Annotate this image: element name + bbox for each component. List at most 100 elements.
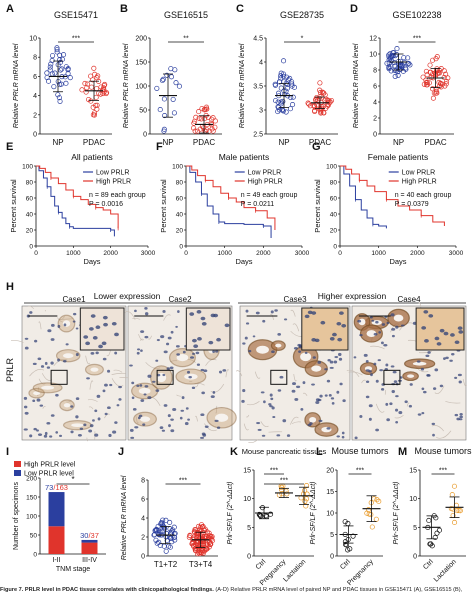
- legend-label: High PRLR: [248, 179, 283, 186]
- nucleus: [201, 432, 206, 436]
- chart-title: GSE16515: [164, 10, 208, 20]
- x-tick-label: Ctrl: [255, 558, 268, 571]
- nucleus: [241, 399, 245, 403]
- nucleus: [439, 384, 444, 388]
- y-tick-label: 200: [26, 476, 37, 483]
- nucleus: [37, 357, 42, 361]
- data-point: [89, 84, 95, 90]
- nucleus: [263, 400, 266, 404]
- inset-nucleus: [436, 342, 442, 346]
- y-tick-label: 0: [179, 244, 183, 251]
- stroma-fiber: [10, 340, 24, 343]
- x-tick-label: 3000: [449, 250, 464, 257]
- gland-lumen: [176, 354, 189, 362]
- nucleus: [137, 348, 141, 351]
- y-tick-label: 5: [330, 532, 334, 539]
- y-tick-label: 20: [26, 228, 34, 235]
- stroma-fiber: [86, 437, 89, 442]
- nucleus: [391, 389, 395, 394]
- data-point: [82, 80, 88, 87]
- y-tick-label: 50: [30, 533, 38, 540]
- x-tick-label: 2000: [103, 250, 118, 257]
- data-point: [157, 542, 163, 548]
- panel-letter-b: B: [120, 3, 128, 15]
- nucleus: [195, 351, 200, 355]
- nucleus: [317, 360, 322, 364]
- data-point: [438, 84, 444, 90]
- data-point: [194, 551, 200, 557]
- stroma-fiber: [194, 382, 205, 386]
- magnification-marker: [270, 369, 288, 385]
- data-point: [49, 58, 55, 64]
- nucleus: [130, 436, 135, 439]
- y-tick-label: 4: [33, 93, 37, 100]
- data-point: [289, 79, 295, 85]
- data-point: [278, 73, 284, 79]
- data-point: [369, 524, 375, 530]
- data-point: [397, 64, 403, 70]
- nucleus: [359, 334, 363, 337]
- nucleus: [140, 330, 145, 333]
- x-tick-label: NP: [52, 138, 63, 147]
- data-point: [100, 90, 106, 97]
- nucleus: [184, 421, 189, 426]
- data-point: [198, 550, 204, 556]
- nucleus: [256, 422, 261, 425]
- data-point: [203, 534, 209, 540]
- data-point: [342, 539, 348, 545]
- nucleus: [342, 399, 346, 403]
- histology-group: Lower expression Higher expression PRLR Cas…: [5, 291, 467, 444]
- gland-lumen: [309, 416, 317, 423]
- nucleus: [375, 428, 379, 432]
- x-tick-label: 1000: [371, 250, 386, 257]
- data-point: [441, 74, 447, 80]
- nucleus: [319, 394, 323, 398]
- data-point: [443, 81, 449, 87]
- data-point: [401, 55, 407, 61]
- nucleus: [395, 420, 399, 424]
- survival-curve-high-prlr: [186, 165, 276, 230]
- data-point: [307, 103, 313, 109]
- nucleus: [298, 350, 302, 353]
- stroma-fiber: [38, 378, 46, 385]
- data-point: [394, 46, 400, 52]
- data-point: [63, 80, 69, 86]
- inset-nucleus: [197, 337, 202, 341]
- inset-nucleus: [200, 316, 206, 321]
- data-point: [199, 547, 205, 553]
- data-point: [193, 545, 199, 551]
- data-point: [284, 74, 290, 80]
- nucleus: [417, 413, 422, 416]
- significance-label: *: [71, 475, 74, 484]
- nucleus: [136, 384, 140, 387]
- y-axis-label: Number of specimons: [13, 481, 20, 550]
- data-point: [57, 82, 63, 88]
- nucleus: [271, 350, 275, 353]
- x-tick-label: 3000: [141, 250, 156, 257]
- legend-label: High PRLR level: [24, 462, 76, 469]
- nucleus: [23, 405, 28, 409]
- data-point: [275, 99, 281, 105]
- panel-d-chart: 0 2 4 6 8 10 12 GSE102238 Relative PRLR mRNA lev…: [353, 10, 454, 147]
- nucleus: [86, 377, 90, 380]
- nucleus: [203, 369, 208, 373]
- nucleus: [134, 426, 139, 429]
- stroma-fiber: [210, 383, 225, 393]
- nucleus: [147, 374, 152, 378]
- data-point: [173, 80, 179, 86]
- nucleus: [292, 382, 297, 386]
- data-point: [395, 72, 401, 78]
- nucleus: [381, 323, 386, 326]
- nucleus: [49, 435, 53, 438]
- case-label: Case3: [283, 295, 307, 304]
- data-point: [371, 496, 377, 502]
- nucleus: [36, 429, 39, 432]
- nucleus: [70, 405, 74, 408]
- nucleus: [24, 346, 29, 350]
- data-point: [280, 108, 286, 114]
- nucleus: [338, 357, 343, 361]
- inset-nucleus: [101, 341, 107, 346]
- annotation-n: n = 89 each group: [89, 192, 146, 199]
- inset-nucleus: [95, 325, 101, 330]
- nucleus: [181, 396, 185, 400]
